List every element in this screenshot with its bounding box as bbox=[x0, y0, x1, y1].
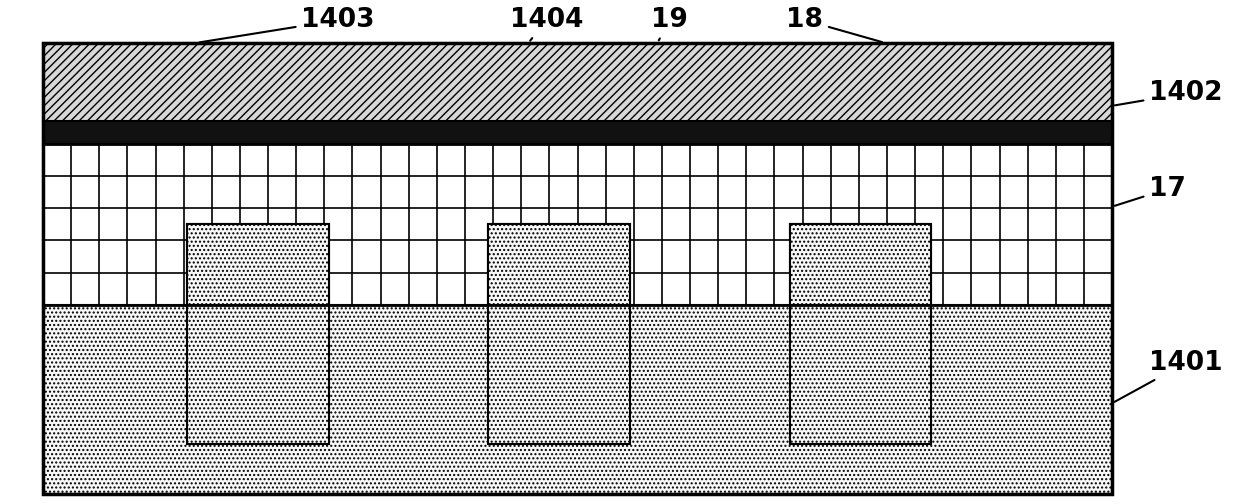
Bar bbox=[790, 224, 931, 305]
Bar bbox=[489, 224, 630, 444]
Bar bbox=[43, 144, 1112, 305]
Text: 18: 18 bbox=[786, 7, 882, 42]
Text: 19: 19 bbox=[651, 7, 688, 40]
Bar bbox=[43, 121, 1112, 144]
Text: 1402: 1402 bbox=[1115, 80, 1223, 106]
Bar bbox=[43, 43, 1112, 121]
Bar bbox=[43, 43, 1112, 494]
Bar bbox=[187, 224, 329, 444]
Text: 1404: 1404 bbox=[510, 7, 584, 41]
Bar bbox=[187, 224, 329, 305]
Text: 1401: 1401 bbox=[1115, 350, 1223, 402]
Bar bbox=[790, 224, 931, 444]
Bar bbox=[489, 224, 630, 305]
Bar bbox=[43, 305, 1112, 494]
Bar bbox=[43, 144, 1112, 305]
Text: 17: 17 bbox=[1115, 176, 1185, 206]
Text: 1403: 1403 bbox=[200, 7, 374, 42]
